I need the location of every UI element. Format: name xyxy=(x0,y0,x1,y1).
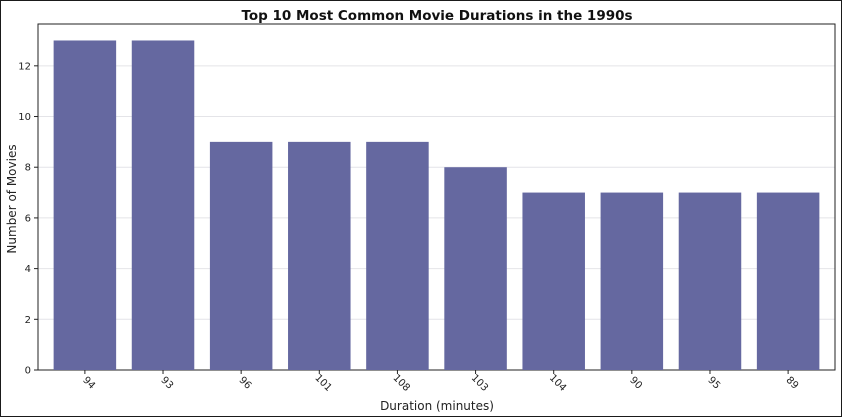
bar xyxy=(522,192,585,370)
bars xyxy=(53,40,820,370)
bar xyxy=(756,192,820,370)
x-tick-label: 89 xyxy=(783,375,800,392)
bar xyxy=(600,192,664,370)
bar xyxy=(53,40,117,370)
x-tick-label: 103 xyxy=(469,373,490,394)
x-axis-ticks: 94 93 96 101 108 103 104 90 95 89 xyxy=(80,370,800,394)
x-tick-label: 96 xyxy=(237,375,254,392)
y-tick-label: 2 xyxy=(25,315,31,326)
y-axis-ticks: 0 2 4 6 8 10 12 xyxy=(18,61,38,377)
bar xyxy=(131,40,195,370)
y-tick-label: 0 xyxy=(25,366,31,377)
x-tick-label: 101 xyxy=(312,373,333,394)
y-tick-label: 8 xyxy=(25,163,31,174)
x-axis-label: Duration (minutes) xyxy=(380,399,494,413)
y-axis-label: Number of Movies xyxy=(5,144,19,253)
bar xyxy=(444,167,507,370)
x-tick-label: 95 xyxy=(705,375,722,392)
x-tick-label: 94 xyxy=(80,375,97,392)
bar xyxy=(678,192,742,370)
y-tick-label: 12 xyxy=(18,61,31,72)
y-tick-label: 6 xyxy=(25,213,31,224)
x-tick-label: 108 xyxy=(391,373,412,394)
plot-area xyxy=(37,23,836,371)
bar xyxy=(209,141,273,370)
x-tick-label: 104 xyxy=(547,373,568,394)
x-tick-label: 93 xyxy=(158,375,175,392)
y-tick-label: 10 xyxy=(18,112,31,123)
bar xyxy=(366,141,429,370)
chart-title: Top 10 Most Common Movie Durations in th… xyxy=(241,8,632,24)
x-tick-label: 90 xyxy=(627,375,644,392)
bar xyxy=(288,141,351,370)
y-tick-label: 4 xyxy=(25,264,31,275)
